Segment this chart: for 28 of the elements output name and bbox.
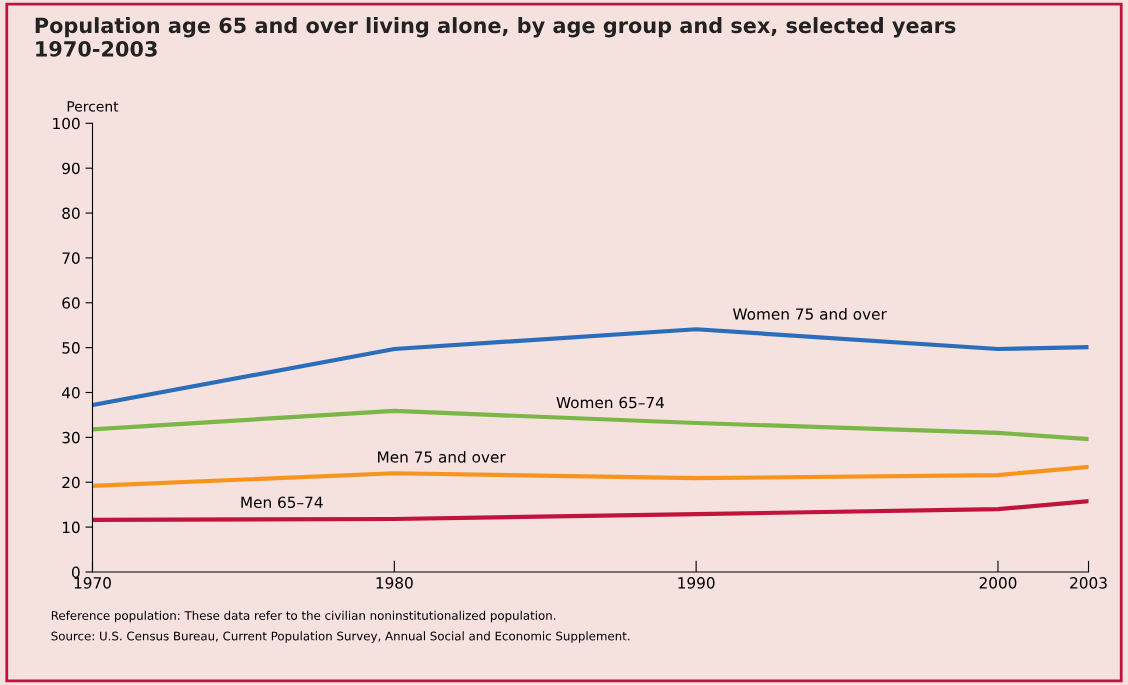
- line-series: [92, 327, 1089, 408]
- y-tick-label: 40: [62, 386, 80, 399]
- chart-title: Population age 65 and over living alone, by age group and sex, selected years 1970-2003: [35, 17, 956, 57]
- text: Reference population: These data refer to the civilian noninstitutionalized population.: [51, 610, 556, 623]
- y-tick-label: 0: [71, 566, 80, 578]
- y-tick-label: 60: [62, 297, 80, 309]
- line-series: [92, 408, 1089, 442]
- x-tick-label: 1990: [678, 577, 715, 589]
- x-tick-label: 1970: [74, 577, 111, 589]
- line-series: [92, 498, 1089, 523]
- y-tick-label: 50: [62, 342, 80, 354]
- series-label: Men 65–74: [241, 496, 323, 509]
- series-label: Men 75 and over: [378, 450, 506, 463]
- line-series: [92, 464, 1089, 488]
- x-tick-label: 1980: [376, 577, 413, 589]
- x-tick-label: 2003: [1070, 577, 1107, 589]
- y-axis-title: Percent: [67, 101, 119, 112]
- y-tick-label: 70: [62, 252, 80, 264]
- series-label: Women 75 and over: [732, 307, 887, 320]
- source-note: Source: U.S. Census Bureau, Current Population Survey, Annual Social and Economic Supplement.: [51, 631, 630, 643]
- x-tick-label: 2000: [979, 577, 1017, 589]
- y-tick-label: 30: [62, 431, 80, 444]
- series-label: Women 65–74: [556, 396, 665, 409]
- y-tick-label: 90: [62, 162, 80, 175]
- y-tick-label: 20: [62, 476, 80, 489]
- y-tick-label: 80: [62, 207, 80, 220]
- y-tick-label: 100: [53, 117, 80, 130]
- y-tick-label: 10: [62, 521, 80, 534]
